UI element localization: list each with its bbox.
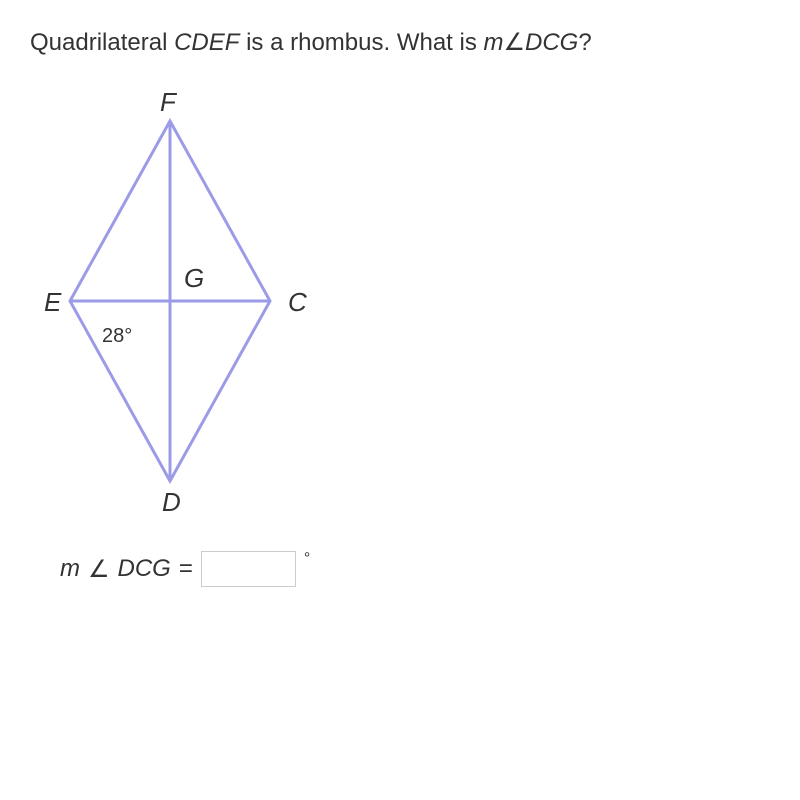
answer-degree: ° — [304, 550, 310, 568]
question-text: Quadrilateral CDEF is a rhombus. What is… — [30, 25, 770, 61]
label-d: D — [162, 487, 181, 518]
question-m: m — [484, 29, 504, 56]
label-f: F — [160, 87, 176, 118]
answer-equals: = — [179, 555, 193, 583]
question-angle-symbol: ∠ — [504, 29, 526, 56]
question-suffix: ? — [578, 29, 591, 56]
question-angle-name: DCG — [525, 29, 578, 56]
answer-m: m — [60, 555, 80, 583]
label-c: C — [288, 287, 307, 318]
answer-angle-symbol: ∠ — [88, 555, 110, 584]
question-shape-name: CDEF — [174, 29, 239, 56]
answer-row: m ∠ DCG = ° — [60, 551, 770, 587]
question-middle: is a rhombus. What is — [239, 29, 483, 56]
answer-angle-name: DCG — [118, 555, 171, 583]
rhombus-diagram: F C D E G 28° — [40, 91, 360, 531]
question-prefix: Quadrilateral — [30, 29, 174, 56]
rhombus-svg — [40, 91, 360, 531]
angle-value-label: 28° — [102, 325, 132, 348]
answer-input[interactable] — [201, 551, 296, 587]
label-e: E — [44, 287, 61, 318]
label-g: G — [184, 263, 204, 294]
